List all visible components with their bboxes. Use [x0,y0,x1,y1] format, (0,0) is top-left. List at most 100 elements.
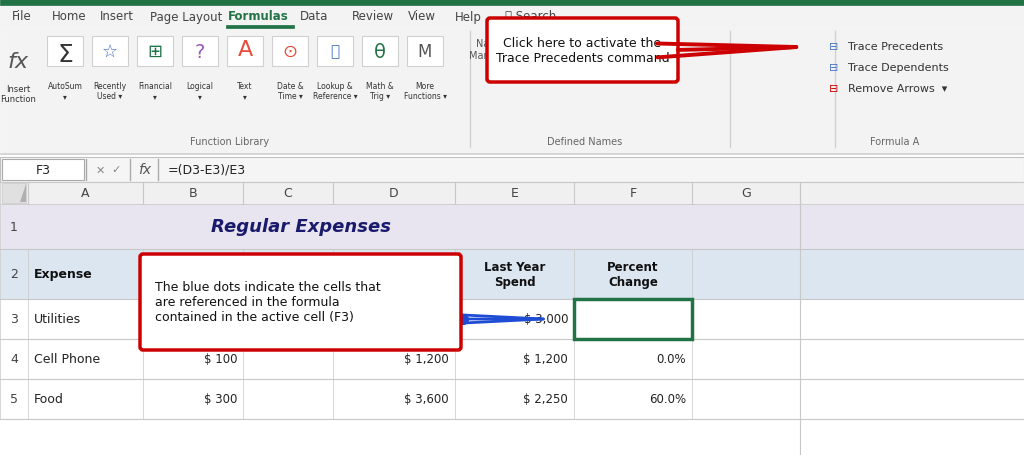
Bar [362,37,398,67]
Bar [2,160,84,181]
Text: Formulas: Formulas [228,10,289,24]
Text: Defined Names: Defined Names [548,136,623,147]
Bar [0,154,1024,155]
Polygon shape [2,184,26,203]
Text: 0.0%: 0.0% [656,353,686,366]
Bar [92,37,128,67]
Bar [574,299,692,339]
Text: Trace Dependents: Trace Dependents [848,63,949,73]
Text: Last Year
Spend: Last Year Spend [483,260,545,288]
Text: ⊟: ⊟ [828,63,838,73]
Text: 🔍 Search: 🔍 Search [505,10,556,24]
Text: $ 2,250: $ 2,250 [523,393,568,405]
Text: Σ: Σ [57,43,73,67]
Bar [0,299,1024,339]
Text: 🔍: 🔍 [331,45,340,59]
Text: Lookup &
Reference ▾: Lookup & Reference ▾ [312,82,357,101]
Bar [182,37,218,67]
Text: 4: 4 [10,353,18,366]
Text: ⊟: ⊟ [828,42,838,52]
Text: M: M [418,43,432,61]
Bar [0,0,1024,6]
Text: The blue dots indicate the cells that
are referenced in the formula
contained in: The blue dots indicate the cells that ar… [155,281,381,324]
Text: Remove Arrows  ▾: Remove Arrows ▾ [848,84,947,94]
Text: $ 300: $ 300 [204,393,237,405]
Text: Logical
▾: Logical ▾ [186,82,213,101]
Polygon shape [20,185,26,202]
Text: 3: 3 [10,313,18,326]
Text: D: D [389,187,398,200]
Text: $ 1,200: $ 1,200 [523,353,568,366]
FancyBboxPatch shape [487,19,678,83]
Text: Use in
Formula ▾: Use in Formula ▾ [566,39,613,61]
Text: 5: 5 [10,393,18,405]
Text: F: F [630,187,637,200]
Text: G: G [741,187,751,200]
Text: Review: Review [352,10,394,24]
Text: Cell Phone: Cell Phone [34,353,100,366]
Text: E: E [511,187,518,200]
Text: Food: Food [34,393,63,405]
Text: Percent
Change: Percent Change [607,260,658,288]
Bar [0,379,1024,419]
Text: $ 3,000: $ 3,000 [523,313,568,326]
FancyBboxPatch shape [140,254,461,350]
Bar [0,182,1024,205]
Bar [272,37,308,67]
Text: ✓: ✓ [112,165,121,175]
Text: Text
▾: Text ▾ [238,82,253,101]
Text: 60.0%: 60.0% [649,393,686,405]
Text: Annual
Spend: Annual Spend [371,260,417,288]
Bar [0,339,1024,379]
Text: Insert: Insert [100,10,134,24]
Text: Create from
Selection: Create from Selection [621,39,679,61]
Text: Insert
Function: Insert Function [0,85,36,104]
Text: 2: 2 [10,268,18,281]
Text: ⊞: ⊞ [147,43,163,61]
Bar [0,249,1024,299]
Bar [317,37,353,67]
Text: Percent: Percent [262,268,313,281]
Bar [0,6,1024,28]
Bar [137,37,173,67]
Text: Click here to activate the
Trace Precedents command: Click here to activate the Trace Precede… [496,37,670,65]
Text: A: A [238,40,253,60]
Text: 0.0%: 0.0% [656,313,686,326]
Text: View: View [408,10,436,24]
Text: F3: F3 [36,164,50,177]
Text: Utilities: Utilities [34,313,81,326]
Text: fx: fx [7,52,29,72]
Text: AutoSum
▾: AutoSum ▾ [47,82,83,101]
Text: Regular Expenses: Regular Expenses [211,218,391,236]
Text: C: C [284,187,293,200]
Text: Math &
Trig ▾: Math & Trig ▾ [367,82,394,101]
Bar [47,37,83,67]
Text: Formula A: Formula A [870,136,920,147]
Text: fx: fx [138,163,152,177]
Text: ?: ? [195,42,205,61]
Text: $ 100: $ 100 [204,353,237,366]
Bar [226,26,294,29]
Text: $ 3,000: $ 3,000 [404,313,449,326]
Text: Data: Data [300,10,329,24]
Text: Home: Home [52,10,87,24]
Text: Expense: Expense [34,268,93,281]
Text: ⊙: ⊙ [283,43,298,61]
Text: Function Library: Function Library [190,136,269,147]
Text: B: B [188,187,198,200]
Text: More
Functions ▾: More Functions ▾ [403,82,446,101]
Text: ✕: ✕ [95,165,104,175]
Text: Date &
Time ▾: Date & Time ▾ [276,82,303,101]
Text: Trace Precedents: Trace Precedents [848,42,943,52]
Text: ☆: ☆ [102,43,118,61]
Text: Recently
Used ▾: Recently Used ▾ [93,82,127,101]
Bar [0,205,1024,249]
Bar [0,29,1024,154]
Bar [407,37,443,67]
Text: Monthly: Monthly [166,268,220,281]
Text: $ 3,600: $ 3,600 [404,393,449,405]
Text: 1: 1 [10,221,18,233]
Text: A: A [81,187,90,200]
Text: $ 1,200: $ 1,200 [404,353,449,366]
Bar [0,157,1024,182]
